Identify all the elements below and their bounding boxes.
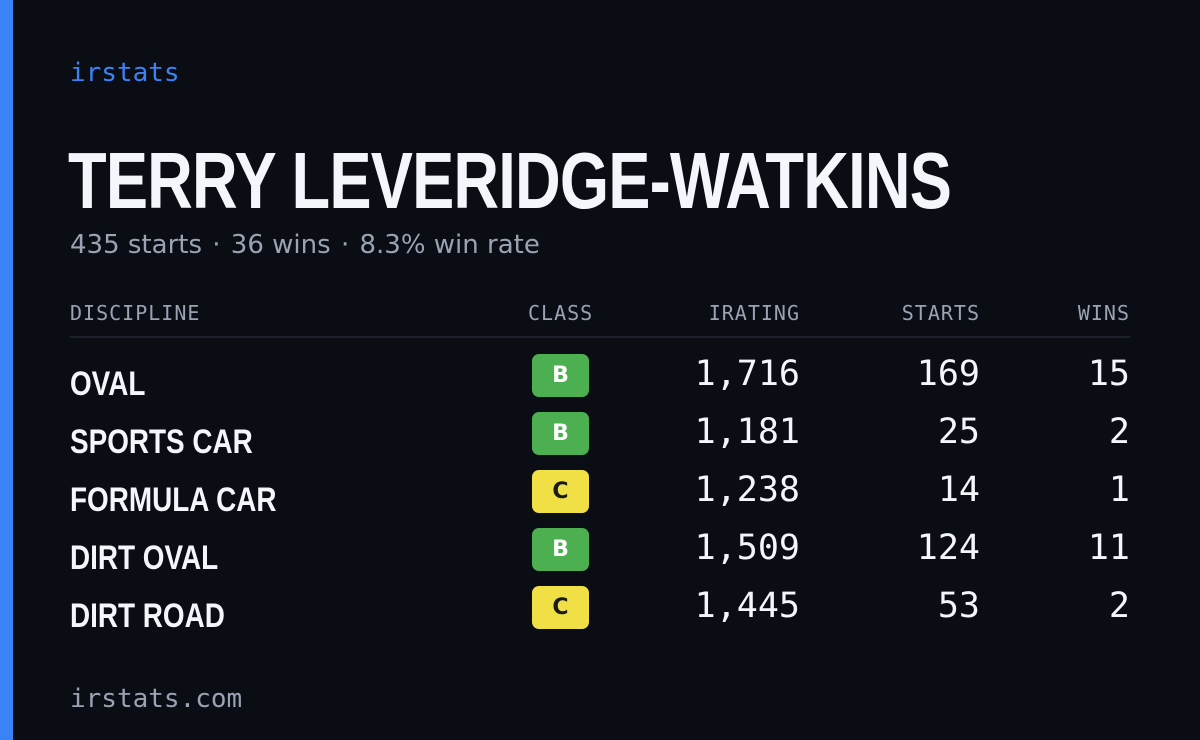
irating-value: 1,445 — [694, 586, 800, 626]
separator-dot: · — [340, 230, 350, 260]
header-discipline: DISCIPLINE — [70, 301, 201, 325]
starts-value: 25 — [937, 412, 980, 452]
accent-bar — [0, 0, 13, 740]
discipline-name: DIRT OVAL — [70, 539, 219, 577]
class-badge: B — [532, 354, 589, 397]
header-irating: IRATING — [708, 301, 800, 325]
class-badge: B — [532, 528, 589, 571]
brand-logo[interactable]: irstats — [70, 58, 180, 88]
irating-value: 1,509 — [694, 528, 800, 568]
discipline-name: FORMULA CAR — [70, 481, 277, 519]
irating-value: 1,238 — [694, 470, 800, 510]
discipline-name: SPORTS CAR — [70, 423, 253, 461]
win-rate: 8.3% win rate — [359, 230, 540, 260]
header-class: CLASS — [528, 301, 594, 325]
driver-name: TERRY LEVERIDGE-WATKINS — [68, 136, 952, 225]
irating-value: 1,716 — [694, 354, 800, 394]
table-row: FORMULA CAR C 1,238 14 1 — [70, 470, 1130, 530]
wins-total: 36 wins — [230, 230, 331, 260]
driver-summary: 435 starts · 36 wins · 8.3% win rate — [70, 228, 540, 262]
table-row: DIRT ROAD C 1,445 53 2 — [70, 586, 1130, 646]
table-row: SPORTS CAR B 1,181 25 2 — [70, 412, 1130, 472]
irating-value: 1,181 — [694, 412, 800, 452]
class-badge: B — [532, 412, 589, 455]
starts-value: 124 — [916, 528, 980, 568]
footer-url[interactable]: irstats.com — [70, 684, 243, 714]
table-row: DIRT OVAL B 1,509 124 11 — [70, 528, 1130, 588]
class-badge: C — [532, 470, 589, 513]
discipline-name: DIRT ROAD — [70, 597, 225, 635]
separator-dot: · — [212, 230, 221, 260]
starts-value: 169 — [916, 354, 980, 394]
wins-value: 15 — [1087, 354, 1130, 394]
table-header: DISCIPLINE CLASS IRATING STARTS WINS — [70, 298, 1130, 338]
header-wins: WINS — [1077, 301, 1130, 325]
wins-value: 2 — [1108, 586, 1130, 626]
table-row: OVAL B 1,716 169 15 — [70, 354, 1130, 414]
starts-value: 14 — [937, 470, 980, 510]
wins-value: 2 — [1108, 412, 1130, 452]
discipline-name: OVAL — [70, 365, 146, 403]
header-starts: STARTS — [901, 301, 980, 325]
discipline-table: DISCIPLINE CLASS IRATING STARTS WINS OVA… — [70, 298, 1130, 635]
starts-total: 435 starts — [70, 230, 202, 260]
wins-value: 11 — [1087, 528, 1130, 568]
starts-value: 53 — [937, 586, 980, 626]
class-badge: C — [532, 586, 589, 629]
wins-value: 1 — [1108, 470, 1130, 510]
